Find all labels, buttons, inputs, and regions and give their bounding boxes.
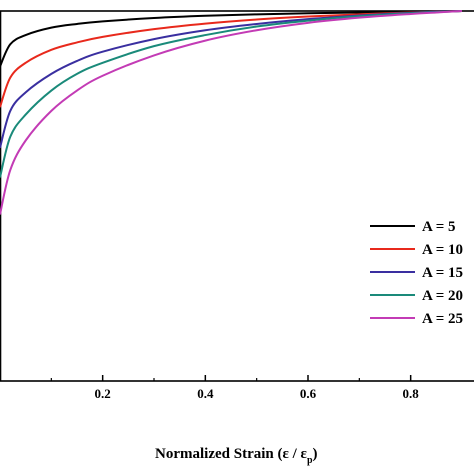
legend-label-4: A = 20: [422, 288, 463, 304]
x-axis-title-subscript: p: [307, 455, 313, 466]
plot-frame: [0, 10, 474, 382]
legend-label-2: A = 10: [422, 242, 463, 258]
series-line-5: [0, 10, 463, 215]
x-tick-label: 0.2: [95, 386, 111, 401]
series-line-3: [0, 10, 463, 149]
legend-label-5: A = 25: [422, 311, 463, 327]
x-tick-label: 0.6: [300, 386, 317, 401]
legend-label-1: A = 5: [422, 219, 456, 235]
legend-label-3: A = 15: [422, 265, 463, 281]
plot-area: [0, 10, 474, 382]
legend: A = 5 A = 10 A = 15 A = 20 A = 25: [370, 219, 463, 327]
series-line-1: [0, 10, 463, 67]
x-tick-label: 0.4: [197, 386, 214, 401]
x-axis-ticks: 0.2 0.4 0.6 0.8: [50, 375, 420, 401]
x-axis-title: Normalized Strain (ε / εp): [155, 446, 318, 466]
series-lines: [0, 10, 463, 215]
x-tick-label: 0.8: [403, 386, 420, 401]
